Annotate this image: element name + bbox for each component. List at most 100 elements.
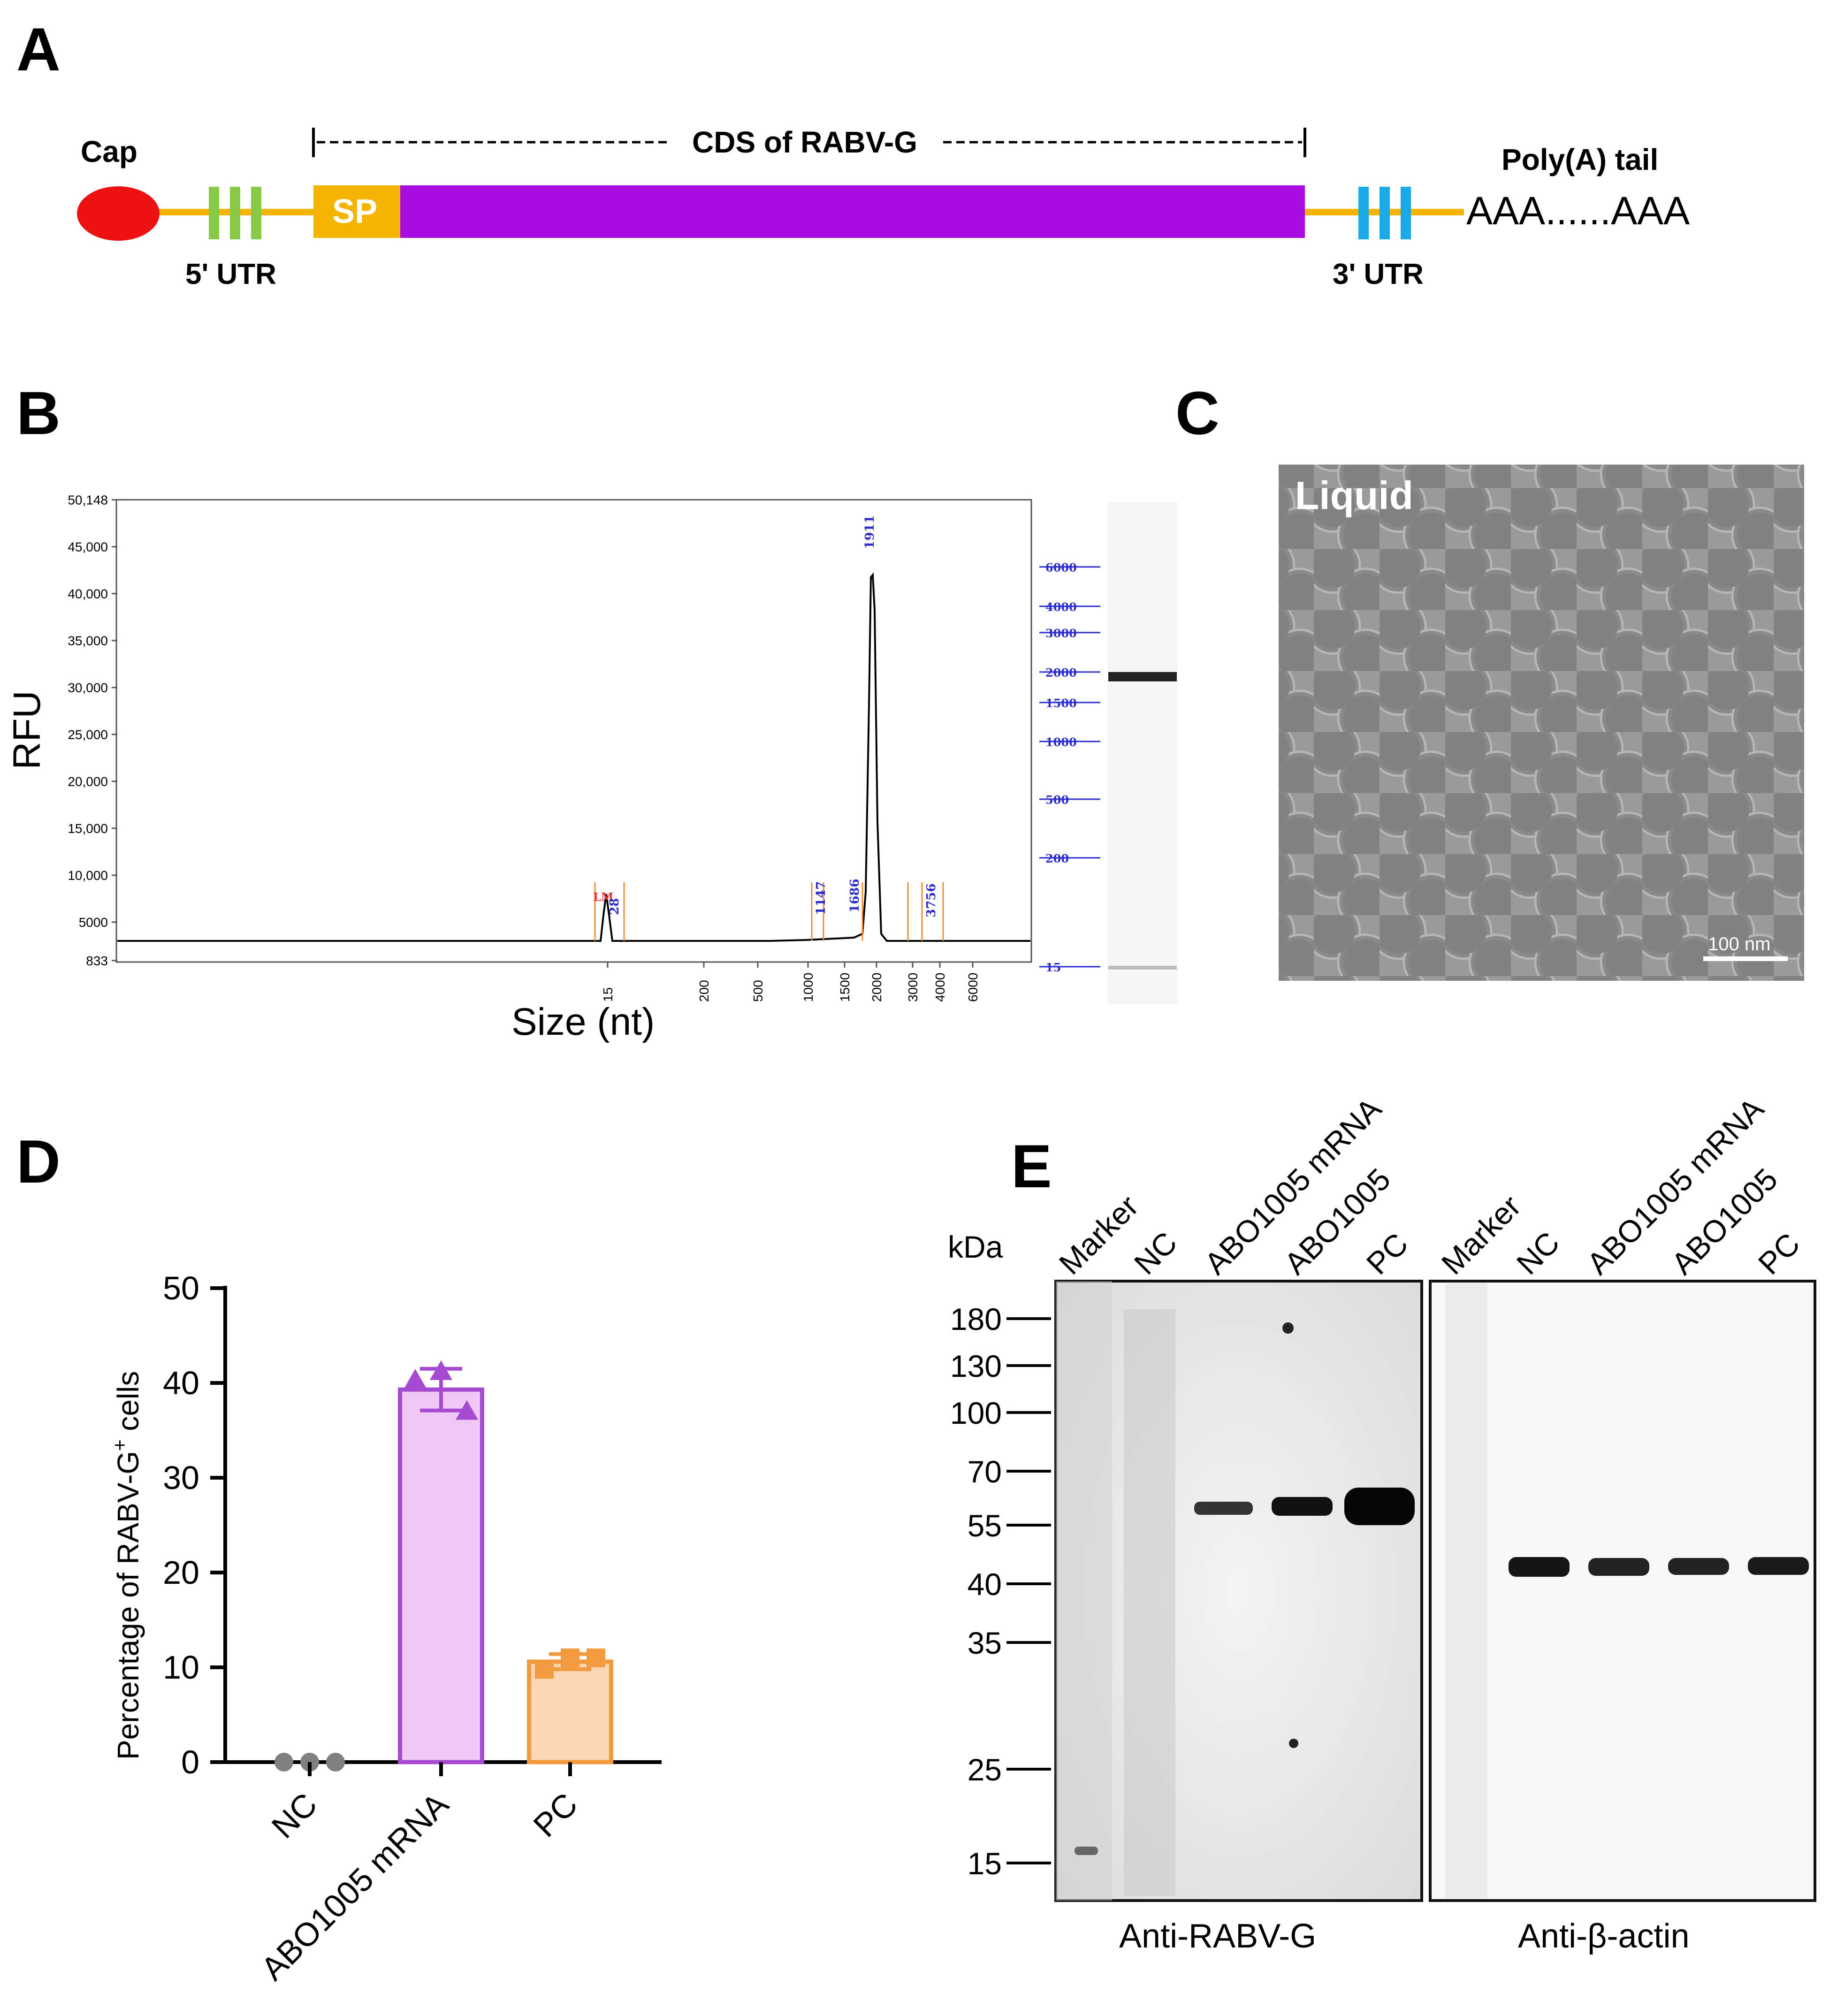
b-xtick-label: 15: [601, 987, 615, 1002]
b-ytick-label: 35,000: [68, 634, 108, 648]
b-xtick-label: 6000: [966, 973, 980, 1002]
ladder-label: 1000: [1045, 735, 1077, 749]
b-ytick-label: 833: [86, 954, 108, 968]
cryo-em-image: [1279, 465, 1804, 981]
sp-label: SP: [332, 193, 377, 230]
d-category-label: PC: [526, 1786, 585, 1844]
blot-anti-rabv-g: [1054, 1280, 1423, 1902]
b-xtick-label: 3000: [906, 973, 920, 1002]
b-ytick-label: 30,000: [68, 680, 108, 695]
ladder-label: 3000: [1045, 626, 1077, 640]
blot-anti-beta-actin: [1429, 1280, 1816, 1902]
cds-bracket: [312, 128, 1306, 157]
peak-label-28: 28: [608, 898, 622, 915]
mw-label: 100: [950, 1396, 1002, 1430]
peak-label-1147: 1147: [814, 881, 828, 915]
panel-label-b: B: [16, 379, 61, 447]
lane-label: PC: [1360, 1226, 1415, 1281]
data-point: [561, 1648, 579, 1667]
d-y-axis: 0 10 20 30 40 50: [163, 1270, 225, 1780]
ladder-label: 15: [1045, 961, 1061, 974]
b-ytick-label: 25,000: [68, 727, 108, 742]
polya-label: Poly(A) tail: [1502, 143, 1658, 176]
d-ytick-label: 30: [163, 1459, 199, 1496]
scale-bar: [1703, 956, 1788, 961]
data-point: [274, 1753, 293, 1772]
utr3-label: 3' UTR: [1333, 258, 1424, 290]
panel-label-e: E: [1011, 1132, 1052, 1200]
b-xtick-label: 500: [751, 980, 765, 1002]
peak-label-3756: 3756: [924, 884, 938, 917]
utr5-bars: [209, 187, 261, 239]
sp-segment: [313, 185, 400, 238]
b-ytick-label: 40,000: [68, 587, 108, 601]
lane-label: NC: [1510, 1225, 1566, 1281]
blot1-bands: [1056, 1281, 1415, 1901]
b-ytick-label: 20,000: [68, 774, 108, 789]
mw-label: 70: [968, 1454, 1002, 1489]
b-xtick-label: 200: [697, 980, 711, 1002]
mw-label: 25: [968, 1752, 1002, 1787]
cds-label: CDS of RABV-G: [692, 125, 917, 159]
ladder-label: 2000: [1045, 666, 1077, 680]
blot1-label: Anti-RABV-G: [1119, 1917, 1316, 1955]
b-y-axis-title: RFU: [6, 690, 48, 770]
peak-label-lm: LM: [593, 890, 613, 904]
ladder-label: 6000: [1045, 561, 1077, 574]
electropherogram-frame: [115, 499, 1032, 963]
peak-label-1686: 1686: [848, 879, 862, 913]
data-point: [456, 1400, 478, 1420]
lane-label: NC: [1128, 1225, 1184, 1281]
panel-c: C Liquid 100 nm: [1175, 379, 1804, 981]
b-x-axis-title: Size (nt): [511, 1000, 655, 1043]
peak-markers: [594, 882, 944, 941]
gel-lane: [1107, 502, 1178, 1004]
ladder-label: 1500: [1045, 696, 1077, 710]
ladder-scale: 6000 4000 3000 2000 1500 1000 500 200 15: [1039, 561, 1100, 974]
electropherogram-trace: [117, 572, 1030, 942]
mw-label: 130: [950, 1349, 1002, 1383]
gel-marker-band: [1108, 966, 1177, 970]
lane-label: PC: [1752, 1226, 1807, 1281]
b-ytick-label: 50,148: [68, 493, 108, 507]
utr5-label: 5' UTR: [185, 258, 276, 290]
d-category-label: NC: [265, 1786, 324, 1845]
b-xtick-label: 4000: [933, 973, 947, 1002]
d-ytick-label: 50: [163, 1270, 199, 1306]
panel-a: A Cap 5' UTR SP CDS of RABV-G 3' UTR Pol…: [16, 15, 1690, 290]
polya-sequence: AAA......AAA: [1466, 189, 1690, 233]
utr3-bars: [1358, 187, 1411, 239]
d-ytick-label: 40: [163, 1365, 199, 1401]
mw-label: 35: [968, 1626, 1002, 1660]
mw-label: 180: [950, 1302, 1002, 1336]
data-point: [535, 1660, 554, 1679]
blot2-label: Anti-β-actin: [1518, 1917, 1690, 1955]
data-point: [326, 1753, 345, 1772]
mw-ladder: 180 130 100 70 55 40 35 25 15: [950, 1302, 1051, 1881]
d-y-axis-title: Percentage of RABV-G+ cells: [108, 1371, 145, 1760]
panel-label-a: A: [16, 15, 61, 84]
cds-segment: [400, 185, 1305, 238]
d-ytick-label: 0: [181, 1744, 199, 1780]
blot2-bands: [1445, 1283, 1809, 1898]
data-point: [587, 1648, 605, 1667]
b-ytick-label: 15,000: [68, 821, 108, 836]
panel-label-d: D: [16, 1127, 61, 1196]
kda-label: kDa: [948, 1229, 1003, 1264]
b-ytick-label: 5000: [79, 915, 108, 930]
b-xtick-label: 2000: [869, 973, 884, 1002]
cap-shape: [77, 186, 160, 241]
b-xtick-label: 1500: [838, 973, 852, 1002]
peak-label-1911: 1911: [863, 515, 877, 549]
b-ytick-label: 45,000: [68, 540, 108, 554]
lane-label: Marker: [1052, 1188, 1145, 1281]
gel-band: [1108, 672, 1177, 681]
b-y-axis: 50,148 45,000 40,000 35,000 30,000 25,000 20,0…: [68, 493, 117, 968]
cryo-em-label: Liquid: [1295, 473, 1413, 518]
d-bars: [274, 1360, 613, 1776]
panel-b: B 50,148 45,000 40,000 35,000 30,000 25,000 20…: [6, 379, 1178, 1043]
